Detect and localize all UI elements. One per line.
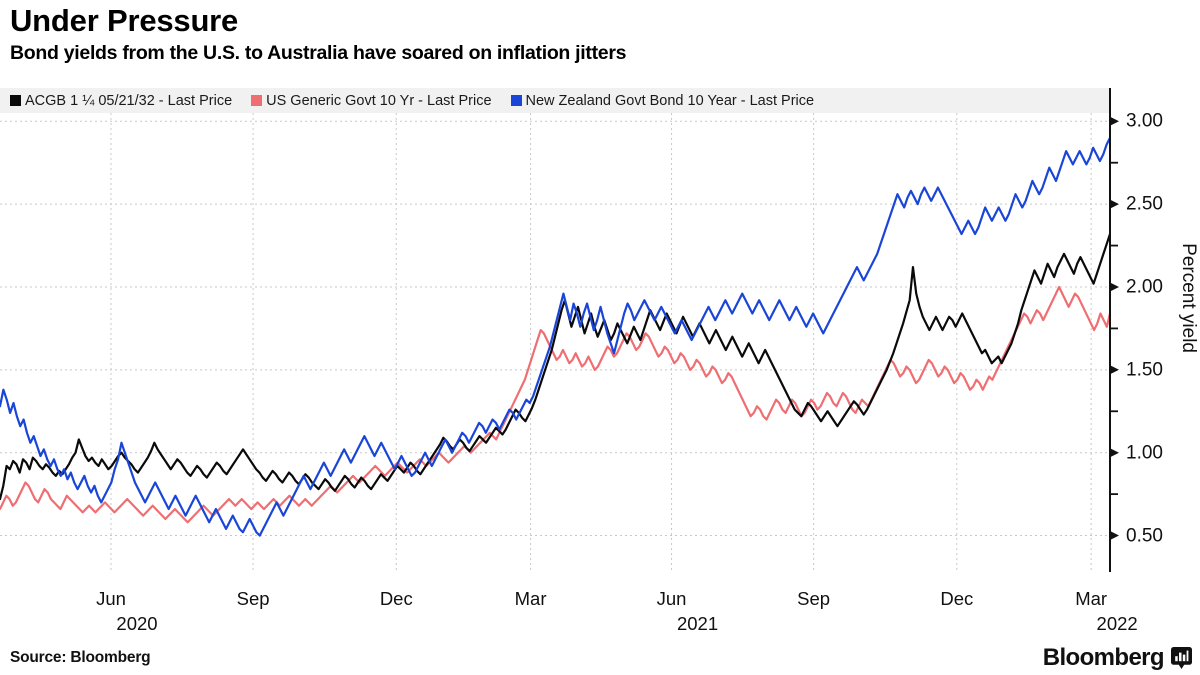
legend-item-label: New Zealand Govt Bond 10 Year - Last Pri… — [525, 92, 815, 109]
y-axis-tick-label: 0.50 — [1126, 525, 1163, 547]
y-axis-major-tick — [1111, 200, 1119, 209]
x-axis-tick-label: Mar — [514, 588, 547, 609]
x-axis-tick-label: Dec — [940, 588, 974, 609]
series-line-0 — [0, 232, 1110, 501]
x-axis-tick-label: Sep — [797, 588, 831, 609]
chart-legend: ACGB 1 ¼ 05/21/32 - Last Price US Generic… — [0, 88, 1110, 113]
legend-swatch-icon — [510, 95, 522, 106]
series-line-1 — [0, 285, 1110, 524]
y-axis-major-tick — [1111, 531, 1119, 540]
bloomberg-brand: Bloomberg — [1043, 645, 1192, 671]
y-axis-tick-label: 3.00 — [1126, 110, 1163, 132]
series-canvas — [0, 113, 1110, 572]
y-axis-tick-label: 1.00 — [1126, 442, 1163, 464]
y-axis-tick-label: 1.50 — [1126, 359, 1163, 381]
chart-header: Under Pressure Bond yields from the U.S.… — [10, 2, 1190, 65]
x-axis-tick-label: Mar — [1075, 588, 1108, 609]
x-axis-tick-label: Jun — [656, 588, 687, 609]
x-axis-year-label: 2021 — [676, 613, 719, 634]
y-axis-major-tick — [1111, 365, 1119, 374]
plot-area — [0, 113, 1110, 572]
y-axis-major-tick — [1111, 283, 1119, 291]
brand-wordmark: Bloomberg — [1042, 644, 1165, 671]
legend-swatch-icon — [251, 95, 263, 106]
legend-swatch-icon — [10, 95, 21, 106]
x-axis-year-label: 2022 — [1096, 613, 1138, 634]
y-axis: Percent yield 0.50 1.00 1.50 2.00 2.50 3.00 — [1108, 88, 1200, 572]
y-axis-tick-label: 2.50 — [1126, 193, 1163, 215]
legend-item-2[interactable]: New Zealand Govt Bond 10 Year - Last Pri… — [510, 92, 815, 109]
x-axis-tick-label: Dec — [379, 588, 413, 609]
legend-item-0[interactable]: ACGB 1 ¼ 05/21/32 - Last Price — [10, 93, 232, 109]
y-axis-major-tick — [1111, 117, 1119, 126]
bloomberg-terminal-icon — [1171, 647, 1192, 669]
y-axis-tick-label: 2.00 — [1126, 276, 1163, 298]
y-axis-major-tick — [1111, 448, 1119, 457]
series-line-2 — [0, 136, 1110, 537]
x-axis-tick-label: Jun — [96, 588, 126, 609]
legend-item-label: US Generic Govt 10 Yr - Last Price — [266, 92, 492, 109]
chart-footer: Source: Bloomberg Bloomberg — [0, 645, 1200, 675]
legend-item-label: ACGB 1 ¼ 05/21/32 - Last Price — [25, 92, 233, 109]
source-label: Source: Bloomberg — [10, 649, 151, 666]
y-axis-ticks — [1109, 88, 1119, 572]
page-subtitle: Bond yields from the U.S. to Australia h… — [10, 42, 627, 64]
y-axis-title: Percent yield — [1178, 243, 1199, 353]
x-axis-tick-label: Sep — [236, 588, 270, 609]
x-axis: Jun 2020 Sep Dec Mar Jun 2021 Sep Dec Mar 2022 — [0, 572, 1138, 644]
page-title: Under Pressure — [10, 3, 239, 38]
x-axis-year-label: 2020 — [116, 613, 158, 634]
legend-item-1[interactable]: US Generic Govt 10 Yr - Last Price — [251, 92, 492, 109]
